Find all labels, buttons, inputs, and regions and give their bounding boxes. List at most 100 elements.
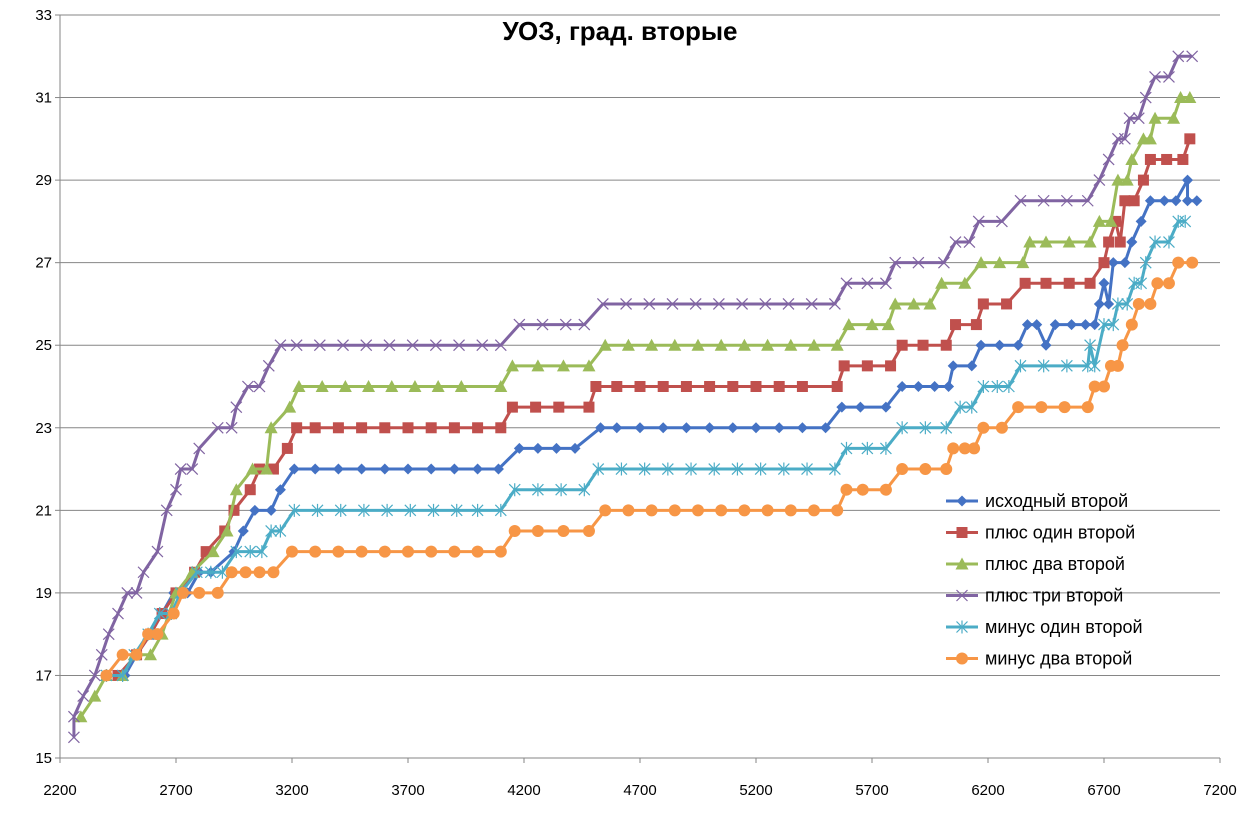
- star-marker: [1060, 359, 1073, 373]
- triangle-marker: [88, 689, 102, 702]
- x-marker: [513, 318, 526, 331]
- triangle-marker: [531, 359, 545, 372]
- star-marker: [1163, 235, 1175, 249]
- square-marker: [1110, 215, 1122, 227]
- circle-marker: [977, 421, 990, 434]
- x-marker: [193, 442, 206, 455]
- triangle-marker: [494, 380, 508, 392]
- circle-marker: [947, 442, 960, 455]
- diamond-marker: [994, 339, 1006, 351]
- square-marker: [1128, 195, 1140, 207]
- star-marker: [244, 545, 257, 559]
- star-marker: [427, 503, 440, 517]
- x-marker: [1172, 50, 1185, 63]
- x-marker: [230, 401, 243, 414]
- triangle-marker: [408, 380, 422, 392]
- legend-label: минус два второй: [985, 649, 1132, 669]
- diamond-marker: [634, 422, 646, 434]
- triangle-marker: [1120, 173, 1134, 186]
- square-marker: [917, 339, 929, 351]
- x-marker: [1014, 194, 1027, 207]
- star-marker: [1149, 235, 1161, 249]
- square-marker: [1063, 277, 1075, 289]
- circle-marker: [1125, 318, 1138, 331]
- series-5: [100, 214, 1192, 682]
- x-marker: [151, 545, 164, 558]
- x-marker: [840, 277, 853, 290]
- circle-marker: [508, 524, 521, 537]
- x-marker: [995, 215, 1008, 228]
- square-marker: [1001, 298, 1013, 310]
- diamond-marker: [274, 484, 286, 496]
- square-marker: [1114, 236, 1126, 248]
- diamond-marker: [1093, 298, 1105, 310]
- circle-marker: [378, 545, 391, 558]
- legend-label: исходный второй: [985, 491, 1128, 511]
- diamond-marker: [595, 422, 607, 434]
- x-marker: [130, 586, 143, 599]
- diamond-marker: [448, 463, 460, 475]
- triangle-marker: [1039, 235, 1053, 248]
- x-tick-label: 4200: [507, 782, 540, 799]
- square-marker: [291, 422, 303, 434]
- x-marker: [972, 215, 985, 228]
- star-marker: [450, 503, 463, 517]
- diamond-marker: [402, 463, 414, 475]
- x-marker: [805, 298, 818, 310]
- circle-marker: [1151, 277, 1164, 290]
- diamond-marker: [356, 463, 368, 475]
- x-marker: [1093, 174, 1106, 187]
- x-marker: [253, 380, 266, 393]
- x-marker: [186, 463, 199, 475]
- triangle-marker: [958, 276, 972, 289]
- square-marker: [1144, 153, 1156, 165]
- triangle-marker: [315, 380, 329, 392]
- circle-marker: [239, 566, 252, 579]
- y-tick-label: 17: [35, 667, 52, 684]
- x-marker: [174, 463, 187, 475]
- triangle-marker: [974, 256, 988, 269]
- axes: 15 17 19 21 23 25 27 29 31 33 2200 2700 3200 3700 4200…: [35, 7, 1236, 799]
- x-marker: [1102, 153, 1115, 166]
- series-6: [100, 256, 1199, 682]
- square-marker: [750, 381, 762, 392]
- legend-item: плюс два второй: [946, 554, 1125, 574]
- circle-marker: [286, 545, 298, 558]
- circle-marker: [968, 442, 981, 455]
- circle-marker: [840, 483, 853, 496]
- triangle-marker: [1023, 235, 1037, 248]
- triangle-marker: [714, 338, 728, 351]
- star-marker: [1135, 276, 1148, 290]
- diamond-marker: [1135, 215, 1147, 227]
- star-marker: [940, 421, 953, 435]
- star-marker: [638, 462, 651, 476]
- star-marker: [494, 503, 507, 517]
- square-marker: [356, 422, 368, 434]
- square-marker: [281, 442, 293, 454]
- star-marker: [801, 462, 813, 476]
- triangle-marker: [955, 557, 969, 570]
- triangle-marker: [1183, 91, 1197, 104]
- circle-marker: [919, 463, 932, 476]
- diamond-marker: [550, 442, 562, 454]
- triangle-marker: [881, 318, 895, 331]
- square-marker: [1137, 174, 1149, 186]
- square-marker: [1161, 153, 1173, 165]
- x-tick-label: 2200: [43, 782, 76, 799]
- star-marker: [555, 483, 568, 497]
- star-marker: [1139, 256, 1152, 270]
- y-tick-label: 15: [35, 750, 52, 767]
- triangle-marker: [807, 338, 821, 351]
- x-marker: [77, 690, 90, 703]
- diamond-marker: [513, 442, 525, 454]
- triangle-marker: [74, 710, 88, 723]
- triangle-marker: [668, 338, 682, 351]
- diamond-marker: [1040, 339, 1052, 351]
- circle-marker: [1058, 401, 1071, 414]
- star-marker: [230, 545, 243, 559]
- diamond-marker: [1119, 257, 1131, 269]
- square-marker: [977, 298, 989, 310]
- diamond-marker: [929, 381, 941, 392]
- x-marker: [620, 298, 633, 310]
